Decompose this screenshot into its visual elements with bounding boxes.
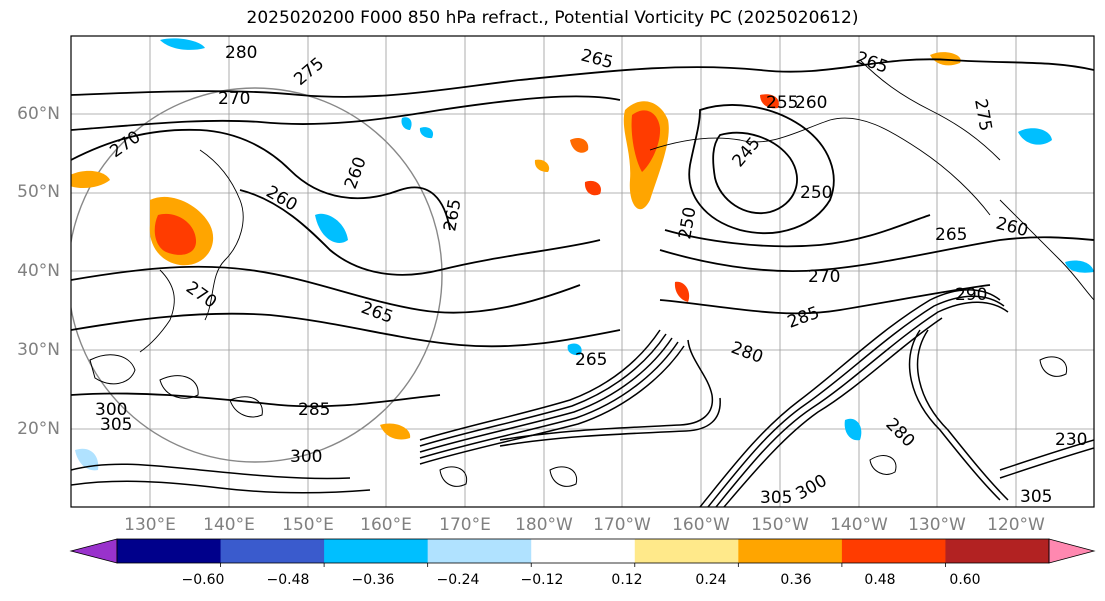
lat-label: 50°N [17,182,60,202]
colorbar-extend-low [69,538,118,564]
contour-label: 285 [298,400,330,420]
lon-label: 150°E [282,515,334,535]
contour-label: 270 [808,267,840,287]
colorbar-tick-label: 0.12 [611,572,643,588]
colorbar-swatch [738,539,843,563]
lon-label: 120°W [987,515,1045,535]
lat-label: 40°N [17,261,60,281]
contour-label: 300 [95,400,127,420]
range-circle [71,87,443,463]
minor-contours [89,354,1068,487]
lon-label: 170°W [593,515,651,535]
colorbar-swatch [841,539,946,563]
lat-label: 20°N [17,419,60,439]
contour-label: 300 [290,447,322,467]
colorbar-extend-high [1048,538,1096,564]
colorbar-swatch [531,539,636,563]
colorbar-tick-label: 0.60 [949,572,981,588]
contour-label: 265 [575,350,607,370]
lon-label: 130°W [908,515,966,535]
pv-shading [71,38,1094,471]
contour-label: 250 [800,183,832,203]
lat-label: 60°N [17,104,60,124]
lat-label: 30°N [17,340,60,360]
contour-label: 305 [760,488,792,508]
colorbar-swatch [427,539,532,563]
colorbar-tick-label: −0.48 [266,572,310,588]
coastlines [139,59,1094,353]
colorbar-tick-label: 0.24 [695,572,727,588]
colorbar-tick-label: 0.36 [780,572,812,588]
lon-label: 140°W [830,515,888,535]
colorbar-swatch [634,539,739,563]
lon-label: 130°E [124,515,176,535]
map-frame [70,35,1095,508]
lon-label: 140°E [203,515,255,535]
contour-label: 305 [1020,487,1052,507]
lon-label: 150°W [751,515,809,535]
colorbar-swatch [945,539,1050,563]
lon-label: 160°W [672,515,730,535]
colorbar [69,538,1096,567]
contour-label: 290 [955,285,987,305]
colorbar-swatch [220,539,325,563]
colorbar-frame [116,538,1050,564]
contour-label: 260 [795,93,827,113]
map-panel [71,36,1094,507]
contour-label: 255 [766,93,798,113]
contour-label: 265 [935,225,967,245]
contour-label: 305 [100,415,132,435]
lon-label: 160°E [360,515,412,535]
jet-contours [71,289,1094,507]
contour-label: 230 [1055,430,1087,450]
lon-label: 180°W [515,515,573,535]
colorbar-tick-label: −0.60 [181,572,225,588]
contours [71,58,1094,408]
lon-label: 170°E [439,515,491,535]
colorbar-tick-label: −0.36 [351,572,395,588]
contour-label: 280 [225,43,257,63]
contour-label: 270 [218,89,250,109]
map-title: 2025020200 F000 850 hPa refract., Potent… [246,8,859,28]
colorbar-swatch [117,539,222,563]
colorbar-tick-label: 0.48 [864,572,896,588]
colorbar-tick-label: −0.12 [520,572,564,588]
colorbar-tick-label: −0.24 [436,572,480,588]
colorbar-swatch [324,539,429,563]
